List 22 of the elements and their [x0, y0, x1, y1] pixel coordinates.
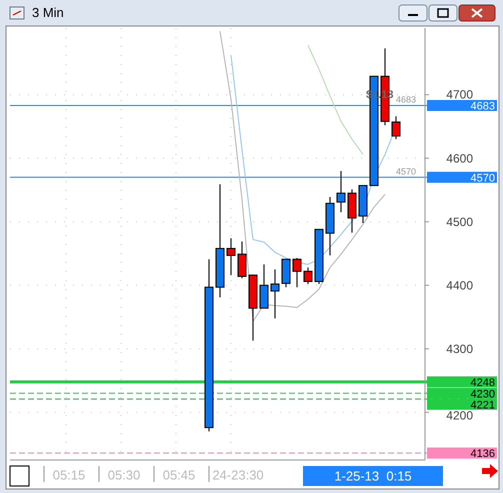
y-tick-label: 4200 [446, 408, 474, 422]
ref-line-label: 4683 [470, 100, 495, 112]
y-tick-label: 4600 [446, 151, 474, 166]
x-tick-label: 05:15 [52, 468, 86, 483]
x-tick-label: 05:45 [162, 468, 196, 483]
y-tick-label: 4700 [446, 88, 474, 102]
y-tick-label: 4400 [446, 278, 474, 292]
line-series [308, 44, 364, 155]
annotation: 4570 [396, 166, 416, 176]
ref-line-label: 4136 [470, 448, 495, 460]
x-tick-label: 05:30 [108, 468, 140, 483]
x-tick-label: 24-23:30 [212, 468, 264, 483]
text: 1-25-13 0:15 [334, 468, 412, 484]
ref-line-label: 4221 [470, 399, 495, 412]
y-tick-label: 4500 [446, 214, 474, 229]
ref-line-label: 4570 [470, 172, 495, 184]
ref-line-label: 4248 [470, 376, 495, 389]
annotation: 4683 [396, 94, 416, 105]
y-tick-label: 4300 [446, 342, 474, 356]
ref-line-label: 4230 [470, 388, 495, 400]
chart-title: 3 Min [32, 5, 64, 20]
annotation: $1.13 [366, 89, 394, 101]
